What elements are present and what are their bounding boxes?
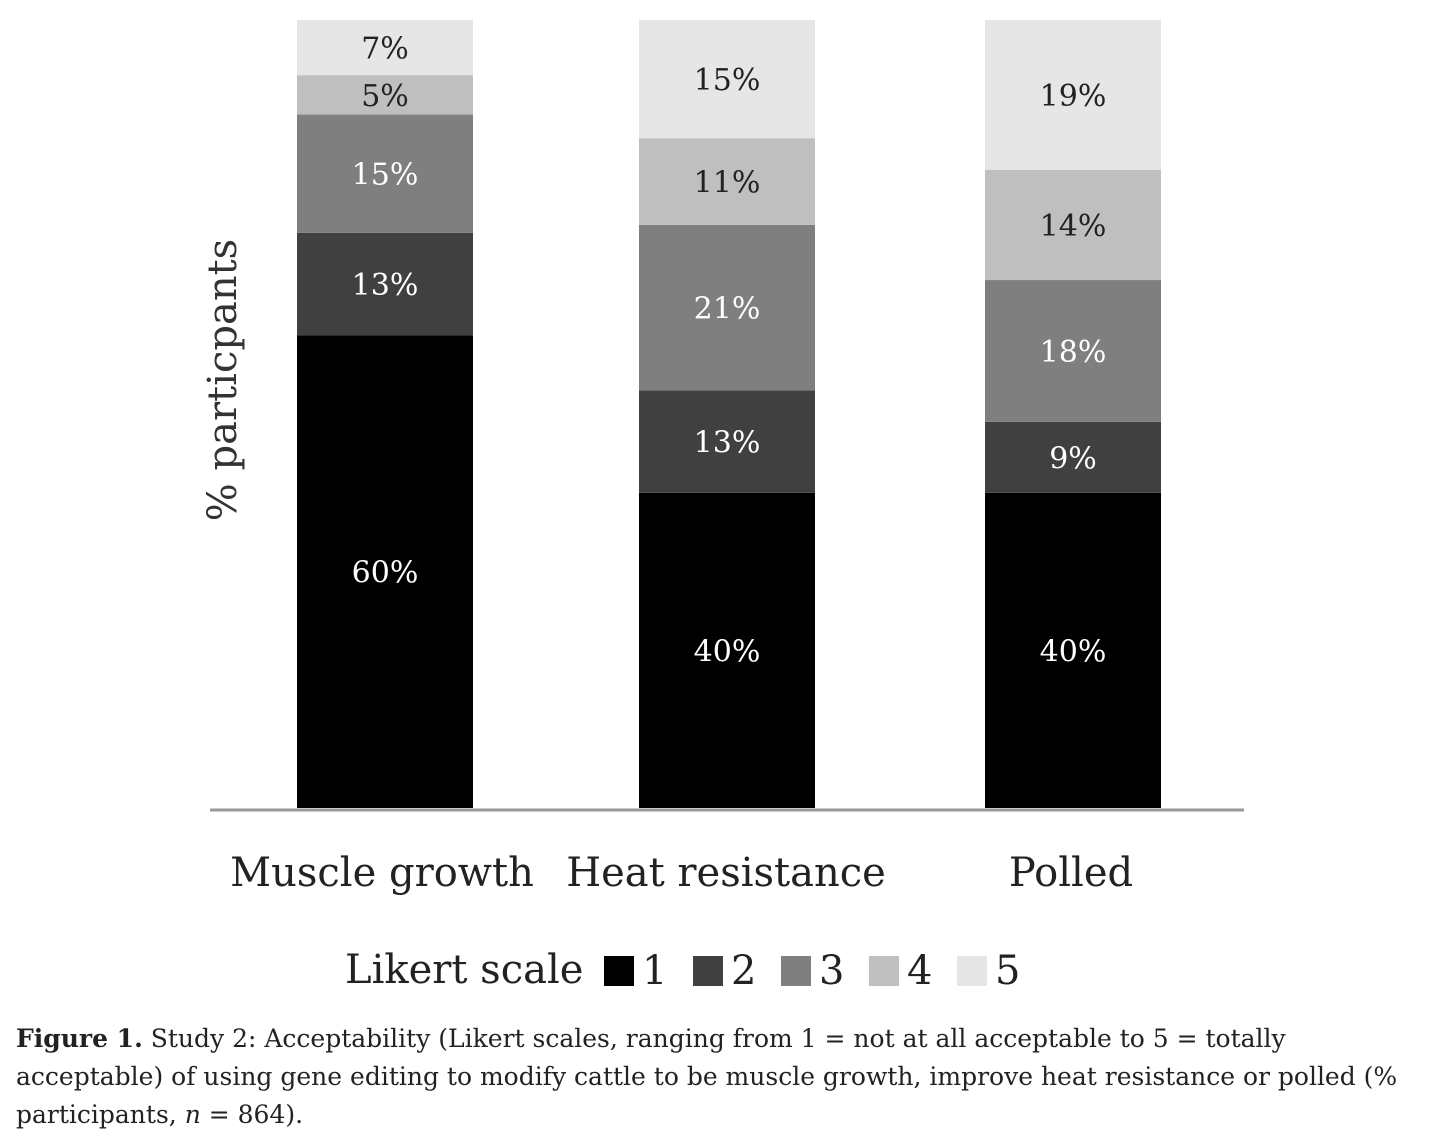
data-label-3-likert-2: 9%: [1049, 441, 1097, 476]
legend-label-1: 1: [642, 948, 667, 994]
data-label-3-likert-4: 14%: [1040, 209, 1107, 244]
caption-label: Figure 1.: [16, 1024, 143, 1053]
x-tick-labels: Muscle growth Heat resistance Polled: [230, 850, 1133, 896]
data-label-1-likert-3: 15%: [352, 158, 419, 193]
x-tick-label-2: Heat resistance: [566, 850, 886, 896]
bar-segment-1-likert-1: [297, 335, 473, 808]
bar-segment-3-likert-1: [985, 492, 1161, 808]
data-label-3-likert-3: 18%: [1040, 335, 1107, 370]
data-label-1-likert-5: 7%: [361, 32, 409, 67]
data-label-2-likert-2: 13%: [694, 426, 761, 461]
data-label-1-likert-4: 5%: [361, 79, 409, 114]
legend-swatch-1: [604, 956, 634, 986]
legend-swatch-4: [869, 956, 899, 986]
bar-segment-2-likert-5: [639, 20, 815, 139]
bar-segment-3-likert-3: [985, 280, 1161, 422]
legend-label-4: 4: [907, 948, 932, 994]
legend-label-2: 2: [731, 948, 756, 994]
bar-segment-2-likert-4: [639, 138, 815, 225]
data-label-1-likert-2: 13%: [352, 268, 419, 303]
legend-swatch-2: [693, 956, 723, 986]
legend-title: Likert scale: [345, 947, 583, 993]
caption-n-text: = 864).: [200, 1100, 304, 1129]
legend-swatch-5: [957, 956, 987, 986]
figure-caption: Figure 1. Study 2: Acceptability (Likert…: [16, 1020, 1428, 1134]
stacked-bar-chart: 60% 13% 15% 5% 7% 40% 13% 21% 11% 15% 40% 9% 18% 14% 1…: [200, 20, 1244, 994]
bars-layer: 60% 13% 15% 5% 7% 40% 13% 21% 11% 15% 40% 9% 18% 14% 1…: [297, 20, 1161, 808]
data-label-2-likert-4: 11%: [694, 166, 761, 201]
y-axis-label: % particpants: [200, 239, 246, 521]
data-label-2-likert-1: 40%: [694, 634, 761, 669]
bar-segment-3-likert-4: [985, 169, 1161, 281]
legend-label-5: 5: [995, 948, 1020, 994]
data-label-1-likert-1: 60%: [352, 556, 419, 591]
bar-segment-1-likert-4: [297, 75, 473, 115]
data-label-3-likert-5: 19%: [1040, 79, 1107, 114]
bar-segment-1-likert-2: [297, 232, 473, 336]
x-tick-label-1: Muscle growth: [230, 850, 534, 896]
legend-label-3: 3: [819, 948, 844, 994]
bar-segment-2-likert-3: [639, 224, 815, 391]
legend-swatch-3: [781, 956, 811, 986]
legend: Likert scale 1 2 3 4 5: [345, 947, 1020, 994]
bar-segment-3-likert-5: [985, 20, 1161, 170]
bar-segment-1-likert-3: [297, 114, 473, 233]
caption-text: Study 2: Acceptability (Likert scales, r…: [16, 1024, 1398, 1129]
bar-segment-2-likert-1: [639, 492, 815, 808]
bar-segment-1-likert-5: [297, 20, 473, 76]
data-label-3-likert-1: 40%: [1040, 634, 1107, 669]
data-label-2-likert-5: 15%: [694, 63, 761, 98]
bar-segment-2-likert-2: [639, 390, 815, 493]
x-tick-label-3: Polled: [1009, 850, 1133, 896]
data-label-2-likert-3: 21%: [694, 292, 761, 327]
caption-n-symbol: n: [184, 1100, 201, 1129]
bar-segment-3-likert-2: [985, 421, 1161, 493]
